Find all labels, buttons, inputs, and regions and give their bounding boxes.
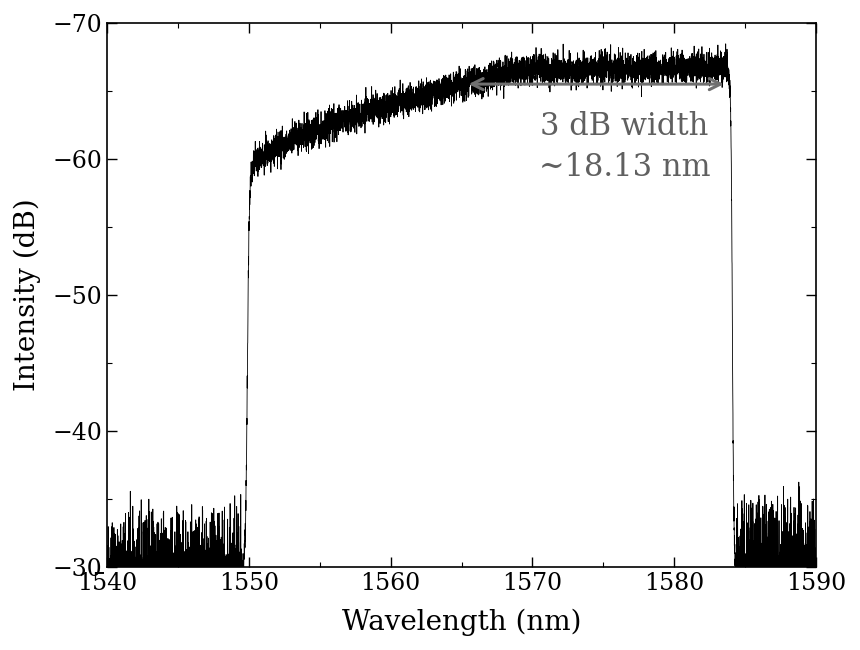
Y-axis label: Intensity (dB): Intensity (dB): [14, 198, 41, 391]
Text: 3 dB width
~18.13 nm: 3 dB width ~18.13 nm: [538, 111, 710, 183]
X-axis label: Wavelength (nm): Wavelength (nm): [341, 609, 581, 636]
